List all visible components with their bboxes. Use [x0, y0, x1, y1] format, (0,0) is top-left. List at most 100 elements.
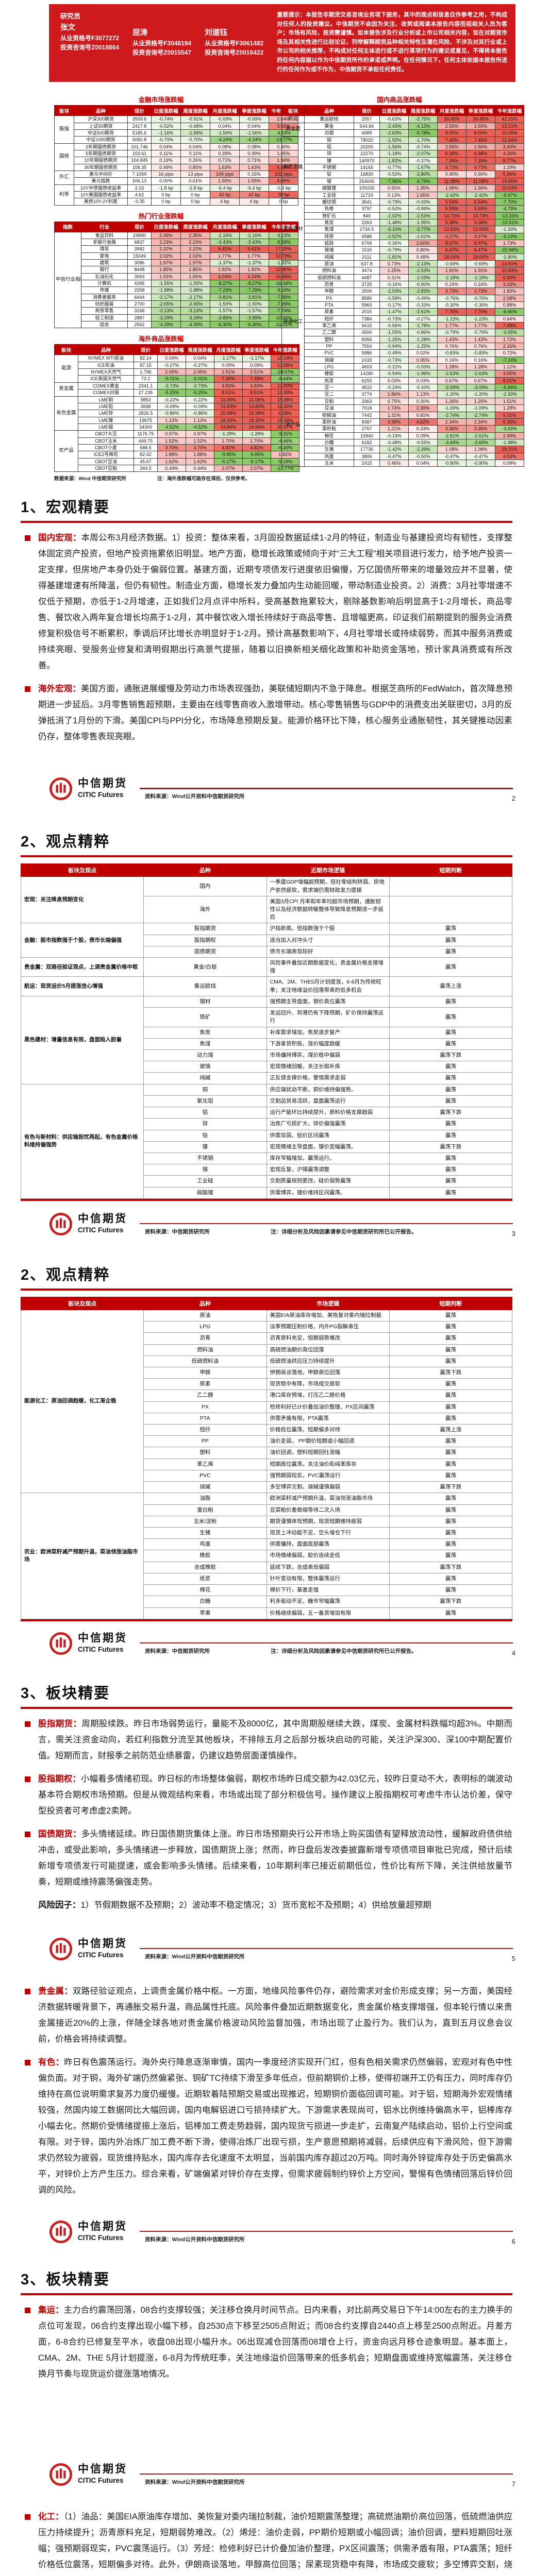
- column-header: 日度涨跌幅: [151, 221, 181, 232]
- citic-logo-icon: [49, 2463, 73, 2489]
- change-cell: -1.55%: [151, 280, 181, 287]
- price-cell: 8387: [354, 418, 380, 426]
- change-cell: 2.16%: [495, 343, 524, 350]
- change-cell: -0.69%: [437, 260, 467, 268]
- change-cell: 2.55%: [466, 123, 495, 130]
- change-cell: -0.17%: [379, 301, 409, 309]
- change-cell: -3.81%: [210, 293, 240, 301]
- overseas-commodities-table: 海外商品涨跌幅 板块 品种 现价 日度涨跌幅 周度涨跌幅 月度涨跌幅 季度涨跌幅 今年涨跌幅 能源…: [54, 333, 299, 472]
- change-cell: 3.33%: [495, 280, 524, 289]
- sector-bullets-p6: 贵金属：双路径验证观点，上调贵金属价格中枢。一方面，地缘风险事件仍存，避险需求对…: [25, 1984, 512, 2198]
- change-cell: -0.90%: [466, 459, 495, 467]
- change-cell: -9.85%: [242, 451, 271, 459]
- price-cell: 78020: [354, 136, 380, 144]
- column-header: 市场逻辑: [266, 1296, 390, 1310]
- section-title: 1、宏观精要: [21, 499, 110, 516]
- instrument-cell: 豆一: [304, 384, 354, 392]
- report-header-banner: 研究员 张文 从业资格号F3077272 投资咨询号Z0018864 屈涛 从业…: [49, 4, 515, 82]
- change-cell: 4.27%: [437, 232, 467, 240]
- price-cell: 15840: [354, 432, 380, 439]
- opinion-table: 板块及观点 品种 近期市场逻辑 短期判断 宏观：关注降息预期变化 国内 一季度GDP增幅超预…: [20, 863, 513, 1199]
- change-cell: 3.40%: [495, 143, 524, 151]
- instrument-cell: 美债10Y-2Y利差: [74, 198, 128, 206]
- bullet-lead: 风险因子：: [38, 1900, 81, 1910]
- change-cell: 13.21%: [495, 123, 524, 130]
- change-cell: 0.48%: [408, 253, 438, 261]
- change-cell: 5.59%: [466, 205, 495, 213]
- change-cell: 2.22%: [151, 245, 181, 253]
- price-cell: 3641: [354, 198, 380, 206]
- change-cell: 7.45%: [437, 136, 467, 144]
- price-cell: 9853: [134, 396, 158, 403]
- change-cell: -2.42%: [466, 191, 495, 199]
- sector-group-cell: 利率: [54, 184, 74, 206]
- logic-cell: 供需僵持，盘面底部震荡: [266, 1538, 390, 1551]
- footer-divider: [140, 1947, 513, 1950]
- change-cell: -5.78%: [408, 129, 438, 137]
- change-cell: 0.04%: [239, 122, 269, 130]
- instrument-cell: 豆油: [304, 404, 354, 412]
- change-cell: 9.38%: [437, 218, 467, 227]
- change-cell: 1.29%: [495, 164, 524, 172]
- logic-cell: 适当加入对冲头寸: [266, 934, 390, 946]
- logic-cell: 交割品贸易活跃，盘面震荡运行: [266, 1095, 390, 1108]
- variety-cell: 工业硅: [143, 1175, 267, 1188]
- change-cell: 12.94%: [495, 136, 524, 144]
- change-cell: 0.04%: [408, 459, 438, 467]
- change-cell: -1.57%: [239, 307, 269, 315]
- change-cell: 2.23%: [151, 238, 181, 246]
- sector-group-cell: 能源: [54, 354, 78, 383]
- change-cell: 2.60%: [408, 239, 438, 247]
- bullet-square-icon: [25, 1831, 30, 1837]
- change-cell: 1.12%: [495, 363, 524, 371]
- change-cell: -2.43%: [379, 123, 409, 130]
- instrument-cell: 塑料: [304, 335, 354, 344]
- variety-cell: 沥青: [143, 1332, 267, 1345]
- variety-cell: 铁矿: [143, 1007, 267, 1027]
- brand-cn: 中信期货: [78, 1937, 127, 1950]
- judgment-cell: [389, 895, 513, 924]
- logic-cell: 一季度GDP增幅超预期，但社零结构转弱、房地产依然疲软，需求端仍需财政发力提振: [266, 876, 390, 896]
- change-cell: 5.54%: [466, 198, 495, 206]
- change-cell: -1.28%: [242, 430, 271, 438]
- instrument-cell: 棕榈油: [304, 411, 354, 419]
- bullet-paragraph: 国债期货：多头情绪延续。昨日国债期货集体上涨。昨日市场预期央行公开市场上购买国债…: [25, 1826, 512, 1890]
- right-table-column: 国内商品涨跌幅 板块 品种 现价 日度涨跌幅 周度涨跌幅 月度涨跌幅 季度涨跌幅 今年涨跌幅 航运…: [281, 92, 524, 482]
- bullet-text: 昨日有色震荡运行。海外央行降息逐渐审慎，国内一季度经济实现开门红，但有色相关需求…: [38, 2057, 513, 2195]
- instrument-cell: 5年期国债期货: [74, 149, 128, 158]
- change-cell: 5.90%: [495, 274, 524, 281]
- researcher-name: 张文: [60, 24, 75, 32]
- change-cell: 4 bp: [239, 198, 269, 206]
- instrument-cell: CBOT小麦: [78, 444, 134, 452]
- change-cell: 0.72%: [495, 349, 524, 357]
- instrument-cell: NYMEX天然气: [78, 368, 134, 376]
- change-cell: 1.97%: [180, 259, 210, 267]
- logic-cell: 价格低位震荡，短期偏多对待: [266, 1424, 390, 1436]
- price-cell: 8580: [354, 294, 380, 302]
- sector-bullets-p7: 集运：主力合约震荡回落，08合约支撑较强；关注移仓换月时间节点。日内来看，对比前…: [25, 2302, 512, 2382]
- change-cell: 7.70%: [437, 308, 467, 316]
- column-header: 现价: [354, 105, 380, 116]
- footer-divider: [140, 2473, 513, 2475]
- change-cell: -3.09%: [437, 384, 467, 392]
- logic-cell: 沪指新高，但指数强于个股: [266, 923, 390, 935]
- bullet-square-icon: [25, 2059, 30, 2065]
- change-cell: -2.07%: [408, 150, 438, 158]
- column-header: 月度涨跌幅: [210, 105, 240, 116]
- brand-en: CITIC Futures: [78, 791, 124, 799]
- change-cell: 0.11%: [180, 149, 210, 158]
- price-cell: 7618: [354, 404, 380, 412]
- variety-cell: 纸浆: [143, 1572, 267, 1585]
- bullet-square-icon: [25, 1776, 30, 1782]
- change-cell: 1.55%: [151, 273, 181, 281]
- brand-text: 中信期货 CITIC Futures: [78, 1630, 127, 1653]
- opinion-group-cell: 贵金属：双路径验证观点，上调贵金属价格中枢: [20, 957, 144, 977]
- variety-cell: 集运欧线: [143, 976, 267, 996]
- brand-text: 中信期货 CITIC Futures: [78, 1210, 127, 1234]
- price-cell: 5886: [354, 349, 380, 357]
- judgment-cell: 震荡: [389, 1458, 513, 1470]
- left-table-column: 金融市场涨跌幅板块品种现价日度涨跌幅周度涨跌幅月度涨跌幅季度涨跌幅今年涨跌幅股指…: [54, 92, 299, 482]
- change-cell: -1.16%: [151, 129, 181, 137]
- bullet-lead: 贵金属：: [38, 1986, 73, 1996]
- instrument-cell: 集运欧线: [304, 115, 354, 124]
